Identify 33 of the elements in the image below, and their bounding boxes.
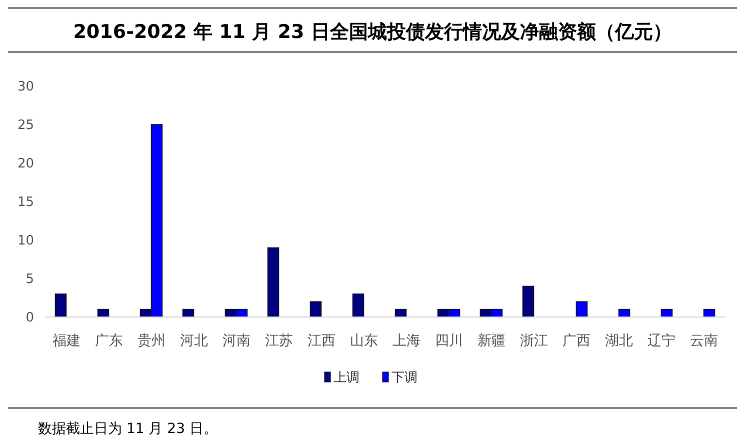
y-tick-label: 5: [26, 272, 34, 288]
legend-label: 上调: [334, 370, 360, 386]
text: 数据截止日为 11 月 23 日。: [38, 421, 218, 437]
bar: [54, 294, 67, 318]
x-tick-label: 新疆: [477, 333, 506, 349]
x-tick-label: 广西: [562, 333, 590, 349]
x-tick-label: 福建: [52, 333, 80, 349]
legend-label: 下调: [392, 370, 418, 386]
y-tick-label: 20: [17, 156, 34, 172]
x-tick-label: 江西: [307, 333, 336, 349]
x-tick-label: 浙江: [520, 333, 548, 349]
y-tick-label: 15: [17, 195, 34, 210]
bar: [352, 294, 364, 318]
x-tick-label: 河北: [180, 333, 208, 349]
x-tick-label: 湖北: [604, 333, 633, 349]
x-tick-label: 上海: [392, 333, 420, 349]
bar: [310, 301, 322, 318]
y-tick-label: 10: [17, 234, 34, 249]
x-tick-label: 辽宁: [647, 333, 676, 349]
x-tick-label: 河南: [222, 333, 250, 349]
bar: [576, 301, 588, 318]
y-tick-label: 30: [17, 80, 34, 95]
x-tick-label: 贵州: [137, 333, 166, 349]
y-tick-label: 0: [26, 310, 34, 326]
x-tick-label: 四川: [434, 333, 463, 349]
bar: [522, 286, 534, 318]
x-tick-label: 广东: [94, 333, 123, 349]
chart-title: 2016-2022 年 11 月 23 日全国城投债发行情况及净融资额（亿元）: [73, 21, 672, 43]
y-tick-label: 25: [17, 118, 34, 134]
x-tick-label: 云南: [690, 333, 718, 349]
x-tick-label: 江苏: [264, 333, 293, 349]
bar: [267, 247, 280, 318]
x-tick-label: 山东: [350, 333, 378, 349]
